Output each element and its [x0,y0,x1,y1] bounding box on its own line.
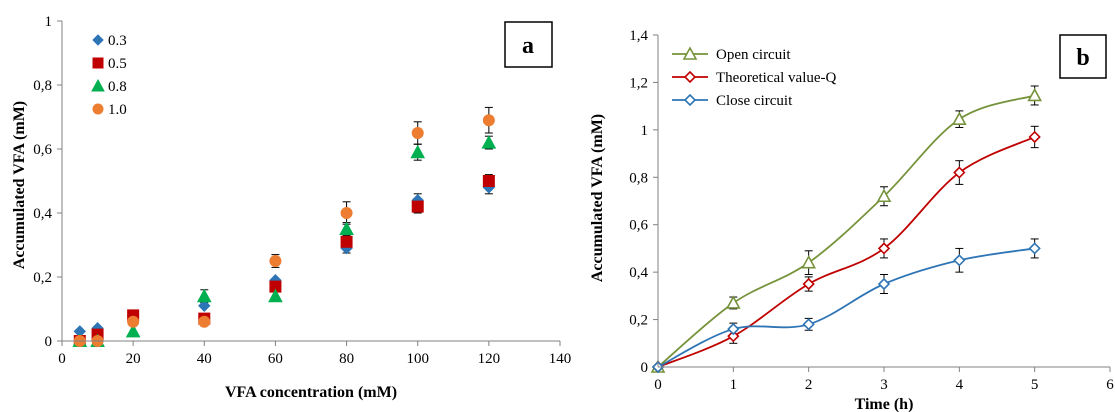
legend-label-b-2: Close circuit [716,93,793,109]
data-point-a-s2-4 [268,288,283,303]
y-axis-label-b: Accumulated VFA (mM) [589,114,606,282]
data-point-a-s2-3 [196,288,212,303]
data-point-b-s1-2 [802,277,815,291]
y-tick-label-b-5: 1 [641,123,649,139]
legend-marker-b-1 [683,70,697,84]
data-point-a-s3-4 [269,255,282,267]
y-tick-label-a-4: 0,8 [33,78,52,94]
x-tick-label-b-2: 2 [805,377,813,393]
ticks-b: 0 1 2 3 4 5 6 0 0,2 0,4 0,6 0,8 1 1,2 1,4 [629,28,1114,393]
error-bars-a [200,106,493,304]
data-point-b-s2-3 [877,277,891,291]
x-axis-label-b: Time (h) [855,396,914,412]
legend-label-b-1: Theoretical value-Q [716,70,837,86]
y-tick-label-a-2: 0,4 [33,206,52,222]
data-points-a [72,114,497,347]
panel-label-a: a [522,33,534,59]
x-axis-label-a: VFA concentration (mM) [225,384,397,401]
y-tick-label-b-2: 0,4 [629,265,648,281]
data-point-a-s3-7 [482,114,495,127]
x-tick-label-b-6: 6 [1106,377,1114,393]
y-tick-label-b-0: 0 [641,360,649,376]
legend-marker-a-3 [92,103,104,115]
y-tick-label-b-3: 0,6 [629,218,648,234]
series-line-b-2 [657,247,1035,368]
data-point-b-s0-2 [801,254,817,269]
x-tick-label-a-7: 140 [549,351,572,367]
series-line-b-1 [657,136,1036,368]
chart-panel-b: Accumulated VFA (mM) Time (h) 0 1 2 3 4 5 6 0 0,… [589,28,1114,412]
data-point-a-s1-6 [411,200,424,213]
legend-b: Open circuit Theoretical value-Q Close cir… [672,46,837,109]
y-tick-label-b-1: 0,2 [629,313,648,329]
legend-marker-a-2 [91,78,105,92]
data-point-b-s2-1 [727,322,740,336]
x-tick-label-a-3: 60 [268,351,283,367]
x-tick-label-b-0: 0 [654,377,662,393]
y-tick-label-b-6: 1,2 [629,75,648,91]
x-tick-label-a-0: 0 [58,351,66,367]
data-point-a-s3-3 [198,315,211,328]
data-point-a-s2-5 [339,221,354,235]
legend-label-a-1: 0.5 [108,56,127,72]
legend-marker-b-0 [682,46,698,60]
data-point-a-s1-7 [482,175,495,187]
data-point-b-s2-2 [802,318,815,331]
data-point-a-s3-2 [127,315,140,328]
series-line-b-0 [657,94,1035,368]
data-point-a-s3-6 [411,127,424,139]
series-lines-b [657,94,1036,368]
chart-panel-a: Accumulated VFA (mM) VFA concentration (… [11,14,571,401]
data-point-b-s0-4 [951,111,967,125]
ticks-a: 0 20 40 60 80 100 120 140 0 0,2 0,4 0,6 0,8 1 [33,14,571,367]
data-points-b [650,87,1043,374]
legend-marker-a-0 [92,34,104,46]
x-tick-label-b-5: 5 [1031,377,1039,393]
data-point-b-s0-5 [1027,87,1043,102]
panel-label-box-a [504,21,553,68]
legend-label-a-2: 0.8 [108,79,127,95]
x-tick-label-a-5: 100 [406,351,429,367]
x-tick-label-a-4: 80 [339,351,354,367]
x-tick-label-b-1: 1 [730,377,738,393]
y-tick-label-a-3: 0,6 [33,142,52,158]
y-axis-label-a: Accumulated VFA (mM) [11,101,28,269]
data-point-a-s1-5 [340,235,353,248]
x-tick-label-b-4: 4 [956,377,964,393]
y-tick-label-a-1: 0,2 [33,270,52,286]
x-tick-label-a-1: 20 [126,351,141,367]
y-tick-label-a-0: 0 [45,334,53,350]
data-point-b-s2-4 [953,254,966,267]
y-tick-label-a-5: 1 [45,14,53,30]
legend-label-a-3: 1.0 [108,102,127,118]
x-tick-label-b-3: 3 [880,377,888,393]
legend-marker-a-1 [92,57,104,69]
data-point-a-s2-6 [410,144,426,159]
data-point-b-s1-4 [953,166,966,179]
error-bars-b [729,85,1039,344]
x-tick-label-a-2: 40 [197,351,212,367]
panel-label-b: b [1076,45,1089,71]
data-point-a-s2-7 [481,135,497,149]
data-point-b-s1-3 [877,242,891,255]
data-point-b-s0-1 [725,295,741,309]
legend-label-a-0: 0.3 [108,33,127,49]
y-tick-label-b-7: 1,4 [629,28,648,44]
data-point-b-s1-1 [727,330,740,343]
data-point-b-s0-3 [876,188,892,203]
x-tick-label-a-6: 120 [478,351,501,367]
y-tick-label-b-4: 0,8 [629,170,648,186]
data-point-b-s2-5 [1028,242,1041,255]
data-point-b-s1-5 [1028,130,1041,144]
legend-a: 0.3 0.5 0.8 1.0 [91,33,127,118]
legend-label-b-0: Open circuit [716,47,791,63]
data-point-a-s3-5 [340,207,353,219]
legend-marker-b-2 [683,93,697,107]
data-point-a-s2-2 [125,323,141,338]
data-point-a-s0-3 [198,299,211,313]
panel-label-box-b [1059,34,1107,79]
